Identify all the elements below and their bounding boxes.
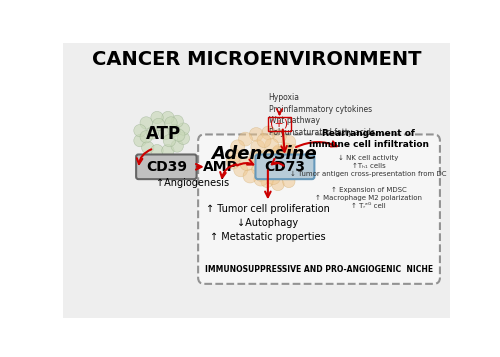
FancyBboxPatch shape: [198, 135, 440, 284]
Circle shape: [285, 155, 299, 169]
Circle shape: [272, 178, 284, 191]
Circle shape: [278, 165, 290, 177]
Circle shape: [266, 166, 278, 178]
Text: ↑Angiogenesis: ↑Angiogenesis: [156, 178, 229, 188]
Circle shape: [146, 127, 158, 139]
FancyBboxPatch shape: [136, 155, 196, 179]
Circle shape: [286, 157, 298, 169]
Circle shape: [261, 149, 274, 161]
Circle shape: [228, 149, 241, 163]
Text: CD39: CD39: [146, 160, 187, 174]
Text: Rearrangement of
immune cell infiltration: Rearrangement of immune cell infiltratio…: [308, 129, 428, 149]
Text: ↓ NK cell activity
↑Tₕ₁ cells
↓ Tumor antigen cross-presentation from DC: ↓ NK cell activity ↑Tₕ₁ cells ↓ Tumor an…: [290, 155, 447, 177]
Circle shape: [226, 155, 240, 169]
Circle shape: [172, 129, 185, 141]
Circle shape: [277, 165, 291, 178]
Circle shape: [234, 163, 247, 177]
Circle shape: [140, 131, 152, 143]
Circle shape: [292, 160, 304, 172]
Circle shape: [257, 134, 271, 147]
FancyBboxPatch shape: [256, 155, 314, 179]
Circle shape: [151, 145, 163, 157]
Circle shape: [262, 154, 276, 167]
Circle shape: [134, 125, 146, 137]
Text: ↑ Expansion of MDSC
↑ Macrophage M2 polarization
↑ Tᵣᵉᴳ cell: ↑ Expansion of MDSC ↑ Macrophage M2 pola…: [315, 187, 422, 209]
Circle shape: [254, 169, 267, 181]
Circle shape: [266, 171, 280, 185]
Circle shape: [243, 169, 257, 183]
Text: CD73: CD73: [264, 160, 306, 174]
Circle shape: [251, 140, 265, 154]
Circle shape: [177, 132, 190, 145]
Text: AMP: AMP: [203, 160, 238, 174]
Circle shape: [262, 126, 276, 140]
Circle shape: [240, 157, 254, 171]
Circle shape: [272, 129, 286, 143]
Circle shape: [261, 175, 274, 187]
Circle shape: [282, 135, 296, 149]
Circle shape: [165, 117, 177, 129]
Circle shape: [282, 175, 295, 187]
Circle shape: [250, 127, 263, 141]
Circle shape: [272, 146, 284, 159]
Circle shape: [168, 125, 180, 137]
Circle shape: [230, 140, 244, 154]
Circle shape: [274, 160, 288, 174]
Circle shape: [142, 141, 154, 154]
Circle shape: [278, 143, 292, 157]
Circle shape: [265, 138, 278, 152]
Circle shape: [162, 145, 174, 157]
Text: Adenosine: Adenosine: [211, 145, 317, 163]
Circle shape: [177, 123, 190, 135]
Circle shape: [254, 172, 268, 186]
Circle shape: [140, 117, 152, 129]
Circle shape: [134, 135, 146, 147]
Circle shape: [272, 145, 286, 159]
Circle shape: [250, 149, 263, 163]
Text: ↑ Tumor cell proliferation
↓Autophagy
↑ Metastatic properties: ↑ Tumor cell proliferation ↓Autophagy ↑ …: [206, 204, 330, 242]
Text: ATP: ATP: [146, 125, 181, 144]
Circle shape: [281, 147, 293, 160]
FancyBboxPatch shape: [58, 38, 454, 322]
Text: CANCER MICROENVIRONMENT: CANCER MICROENVIRONMENT: [92, 50, 421, 69]
Text: Hypoxia
Proinflammatory cytokines
Wnt pathway
Polyunsaturated fatty acids: Hypoxia Proinflammatory cytokines Wnt pa…: [268, 93, 374, 137]
Circle shape: [286, 145, 300, 159]
Text: IMMUNOSUPPRESSIVE AND PRO-ANGIOGENIC  NICHE: IMMUNOSUPPRESSIVE AND PRO-ANGIOGENIC NIC…: [205, 266, 433, 275]
Circle shape: [151, 111, 163, 124]
Circle shape: [289, 167, 301, 180]
Circle shape: [162, 111, 174, 124]
Circle shape: [289, 152, 301, 165]
Circle shape: [254, 155, 267, 167]
Circle shape: [171, 140, 183, 152]
Text: (+): (+): [270, 119, 288, 129]
Circle shape: [238, 132, 252, 146]
Circle shape: [171, 115, 183, 127]
Circle shape: [158, 127, 171, 140]
Circle shape: [163, 135, 175, 147]
Circle shape: [152, 118, 165, 131]
Circle shape: [252, 163, 264, 175]
